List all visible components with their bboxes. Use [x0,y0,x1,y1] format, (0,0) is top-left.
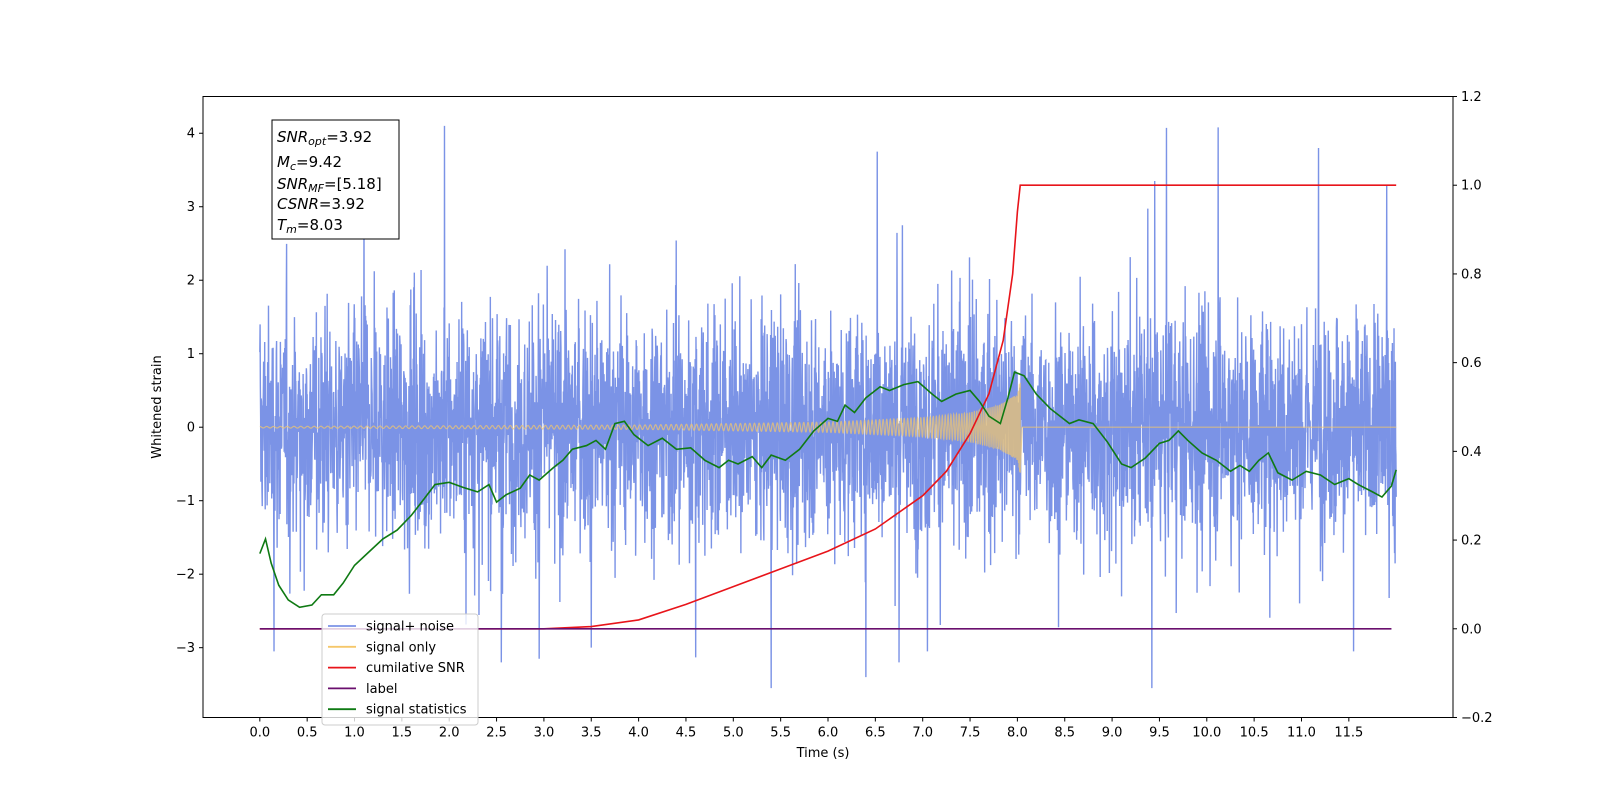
y2-tick-label: −0.2 [1461,711,1493,726]
x-tick-label: 5.0 [723,726,744,741]
annotation-line: SNRopt=3.92 [277,128,372,148]
x-tick-label: 0.5 [297,726,318,741]
x-tick-label: 6.5 [865,726,886,741]
y-axis-label: Whitened strain [150,355,165,458]
series-cumilative-snr-line [259,184,1397,630]
x-tick-label: 7.5 [960,726,981,741]
legend-label: signal+ noise [366,620,454,635]
legend-label: signal only [366,640,436,655]
x-tick-label: 3.5 [581,726,602,741]
x-tick-label: 0.0 [249,726,270,741]
x-tick-label: 5.5 [770,726,791,741]
x-tick-label: 10.5 [1240,726,1269,741]
y-tick-label: −2 [176,568,195,583]
annotation-line: CSNR=3.92 [277,195,365,213]
y2-tick-label: 0.2 [1461,534,1482,549]
y2-tick-label: 0.8 [1461,267,1482,282]
y-tick-label: 2 [187,274,195,289]
annotation-line: Tm=8.03 [277,216,343,236]
x-tick-label: 11.5 [1334,726,1363,741]
series-signal-noise-line [259,125,1397,689]
x-tick-label: 9.5 [1149,726,1170,741]
x-tick-label: 8.0 [1007,726,1028,741]
x-tick-label: 7.0 [912,726,933,741]
plot-area [259,125,1397,689]
y-tick-label: 0 [187,421,195,436]
legend-label: cumilative SNR [366,661,465,676]
y2-tick-label: 0.0 [1461,622,1482,637]
x-tick-label: 6.0 [818,726,839,741]
y-tick-label: −3 [176,641,195,656]
x-tick-label: 4.0 [628,726,649,741]
y-tick-label: −1 [176,494,195,509]
x-axis-label: Time (s) [796,746,850,761]
y-tick-label: 4 [187,127,195,142]
legend-label: signal statistics [366,703,467,718]
x-tick-label: 2.5 [486,726,507,741]
x-tick-label: 4.5 [676,726,697,741]
legend-frame [321,613,479,726]
y2-tick-label: 0.4 [1461,445,1482,460]
legend-label: label [366,682,397,697]
x-tick-label: 1.0 [344,726,365,741]
annotation-line: Mc=9.42 [277,153,342,173]
y2-tick-label: 1.2 [1461,90,1482,105]
y2-tick-label: 0.6 [1461,356,1482,371]
x-tick-label: 9.0 [1102,726,1123,741]
legend: signal+ noise signal only cumilative SNR la… [321,613,479,726]
x-tick-label: 1.5 [392,726,413,741]
x-tick-label: 8.5 [1054,726,1075,741]
y-tick-label: 3 [187,200,195,215]
annotation-line: SNRMF=[5.18] [277,175,382,195]
x-tick-label: 10.0 [1192,726,1221,741]
x-tick-label: 11.0 [1287,726,1316,741]
x-tick-label: 2.0 [439,726,460,741]
y2-tick-label: 1.0 [1461,179,1482,194]
x-tick-label: 3.0 [534,726,555,741]
series-signal-only-line [259,382,1397,473]
y-tick-label: 1 [187,347,195,362]
axis-ticks: 0.0 0.5 1.0 1.5 2.0 2.5 3.0 3.5 4.0 4.5 5.0 5.5 6.0 6… [176,90,1493,741]
annotation-frame [271,119,400,240]
series-signal-statistics-line [259,371,1397,609]
